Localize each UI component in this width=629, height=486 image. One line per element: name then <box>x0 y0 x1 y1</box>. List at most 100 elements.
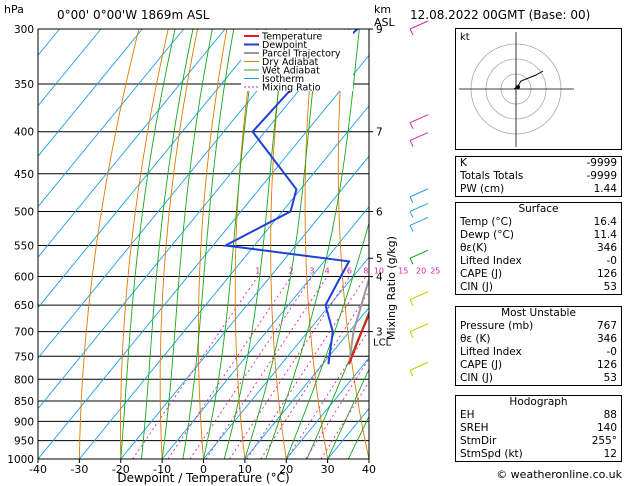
hodograph-value: 255° <box>591 435 617 447</box>
mixing-ratio-label: 4 <box>325 267 330 276</box>
wind-barb-flag <box>409 258 414 265</box>
temperature-line <box>348 312 369 365</box>
mixing-ratio-label: 6 <box>347 267 352 276</box>
most-unstable-row: Lifted Index -0 <box>456 346 621 359</box>
most-unstable-row: CIN (J) 53 <box>456 372 621 385</box>
surface-label: θε(K) <box>460 242 488 254</box>
mixing-ratio-label: 10 <box>374 267 384 276</box>
pressure-tick-label: 750 <box>14 351 34 363</box>
isotherm-line <box>38 54 369 459</box>
index-label: Totals Totals <box>460 170 524 182</box>
hodograph-row: StmDir 255° <box>456 435 621 448</box>
most-unstable-value: 767 <box>596 320 617 332</box>
wet-adiabat-line <box>223 29 287 459</box>
surface-row: Lifted Index -0 <box>456 255 621 268</box>
legend-label: Wet Adiabat <box>262 66 320 77</box>
most-unstable-label: Pressure (mb) <box>460 320 534 332</box>
isotherm-line <box>38 29 267 309</box>
wind-barb-flag <box>409 331 414 338</box>
dry-adiabat-line <box>270 29 287 459</box>
header-km: km ASL <box>374 3 395 29</box>
x-tick-label: 30 <box>321 463 335 476</box>
wet-adiabat-line <box>161 29 213 459</box>
surface-label: Dewp (°C) <box>460 229 514 241</box>
hodograph-value: 12 <box>603 448 617 460</box>
most-unstable-value: -0 <box>606 346 617 358</box>
dry-adiabat-line <box>78 29 140 459</box>
x-tick-label: 40 <box>362 463 376 476</box>
axes: 1 2 3 4 6 8 10 15 20 2530035040045050055060065070… <box>7 24 440 485</box>
pressure-tick-label: 500 <box>14 206 34 218</box>
isotherm-line <box>38 29 185 208</box>
x-tick-label: -40 <box>29 463 47 476</box>
legend-label: Dry Adiabat <box>262 57 319 68</box>
x-tick-label: -30 <box>70 463 88 476</box>
mixing-ratio-line <box>132 276 259 459</box>
wet-adiabat-line <box>120 29 176 459</box>
copyright: © weatheronline.co.uk <box>496 468 622 481</box>
isotherm-line <box>38 29 309 359</box>
hodograph-value: 88 <box>603 409 617 421</box>
index-row: PW (cm) 1.44 <box>456 183 621 196</box>
km-tick-label: 9 <box>376 24 383 36</box>
header-date: 12.08.2022 00GMT (Base: 00) <box>410 8 591 22</box>
most-unstable-value: 126 <box>596 359 617 371</box>
surface-row: CAPE (J) 126 <box>456 268 621 281</box>
legend-label: Temperature <box>261 32 322 43</box>
wind-barb <box>409 361 429 371</box>
wet-adiabat-line <box>244 29 320 459</box>
most-unstable-value: 53 <box>603 372 617 384</box>
hodograph-row: SREH 140 <box>456 422 621 435</box>
pressure-tick-label: 650 <box>14 300 34 312</box>
most-unstable-label: CAPE (J) <box>460 359 503 371</box>
pressure-tick-label: 900 <box>14 416 34 428</box>
dry-adiabat-line <box>159 29 199 459</box>
header-hpa: hPa <box>4 3 24 16</box>
wet-adiabat-line <box>265 29 360 459</box>
index-label: K <box>460 157 467 169</box>
wind-barb <box>409 20 429 30</box>
lcl-label: LCL <box>373 338 392 349</box>
pressure-tick-label: 800 <box>14 374 34 386</box>
pressure-tick-label: 700 <box>14 327 34 339</box>
wind-barb-flag <box>409 211 414 218</box>
index-row: Totals Totals -9999 <box>456 170 621 183</box>
hodograph-kt-label: kt <box>460 32 470 43</box>
index-label: PW (cm) <box>460 183 505 195</box>
surface-label: CAPE (J) <box>460 268 503 280</box>
wet-adiabat-line <box>203 29 259 459</box>
surface-row: Dewp (°C) 11.4 <box>456 229 621 242</box>
km-tick-label: 7 <box>376 127 383 139</box>
surface-value: -0 <box>606 255 617 267</box>
isotherm-line <box>161 206 369 459</box>
index-value: 1.44 <box>593 183 617 195</box>
wind-barb-flag <box>409 299 414 306</box>
pressure-tick-label: 400 <box>14 127 34 139</box>
mixing-ratio-line <box>205 276 328 459</box>
dry-adiabat-line <box>197 29 228 459</box>
isotherm-line <box>38 29 143 157</box>
wind-barb <box>409 323 429 333</box>
dry-adiabat-line <box>402 29 452 459</box>
mixing-ratio-line <box>189 276 313 459</box>
surface-value: 16.4 <box>593 216 617 228</box>
wet-adiabat-line <box>140 29 194 459</box>
wind-barb-flag <box>409 225 414 232</box>
pressure-tick-label: 1000 <box>7 454 34 466</box>
surface-box: Surface Temp (°C) 16.4 Dewp (°C) 11.4 θε(K) 3… <box>455 202 622 295</box>
wet-adiabat-line <box>306 310 369 459</box>
hodograph-row: EH 88 <box>456 409 621 422</box>
background-lines <box>38 29 452 459</box>
header-location: 0°00' 0°00'W 1869m ASL <box>57 8 210 22</box>
most-unstable-value: 346 <box>596 333 617 345</box>
hodograph-label: SREH <box>460 422 489 434</box>
km-tick-label: 5 <box>376 253 383 265</box>
wind-barb-flag <box>409 370 414 377</box>
dewpoint-line <box>222 29 359 365</box>
legend-label: Isotherm <box>262 74 304 85</box>
pressure-tick-label: 950 <box>14 436 34 448</box>
legend-label: Mixing Ratio <box>262 83 321 94</box>
index-value: -9999 <box>586 170 617 182</box>
hodograph-storm-point <box>516 85 520 89</box>
surface-title: Surface <box>518 203 559 215</box>
